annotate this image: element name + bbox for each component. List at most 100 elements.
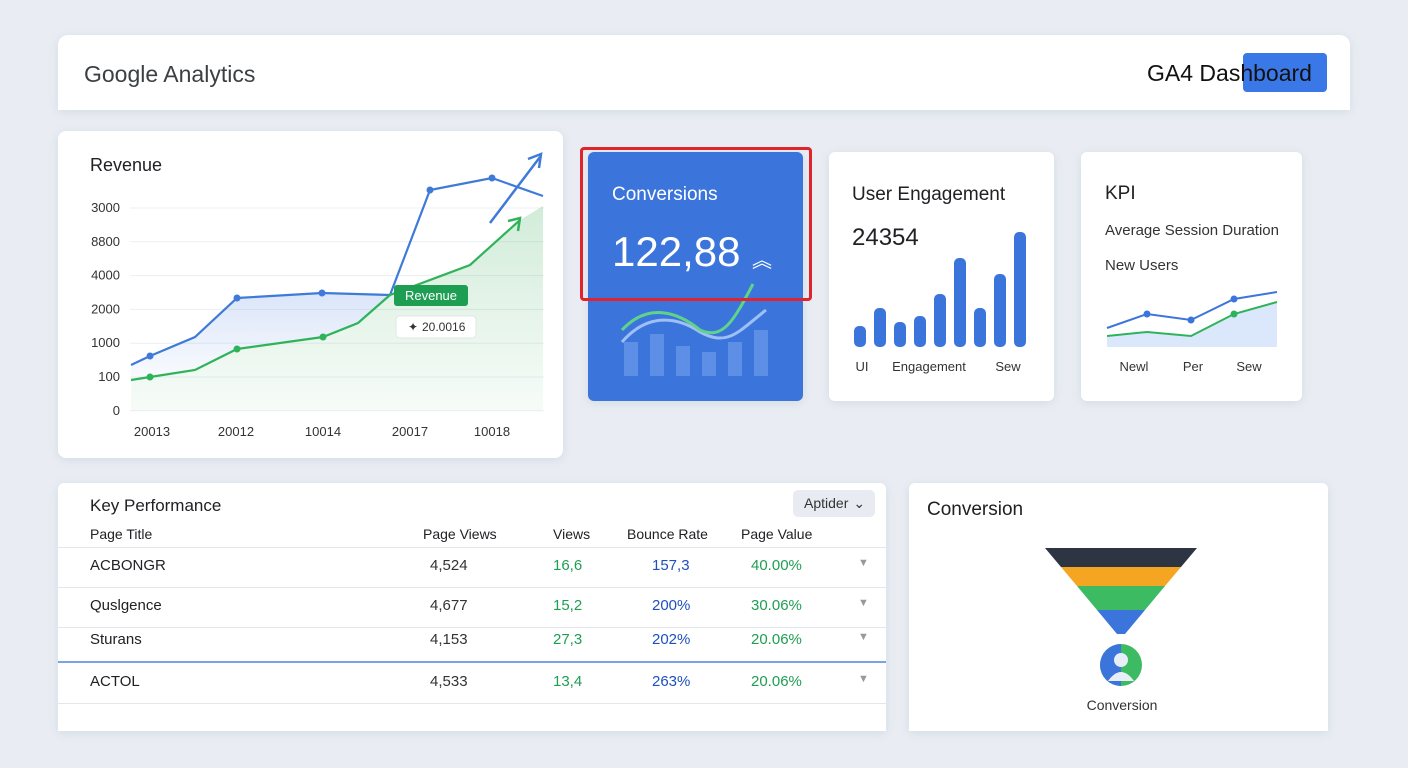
kpi-area <box>1107 302 1277 347</box>
y-tick-label: 8800 <box>91 234 120 249</box>
column-header: Page Value <box>741 526 813 542</box>
card-title: KPI <box>1105 183 1136 204</box>
table-cell: 20.06% <box>751 673 802 690</box>
kpi-card: KPI Average Session Duration New Users N… <box>1081 152 1302 401</box>
deco-bar <box>974 308 986 347</box>
axis-label: Newl <box>1120 359 1149 374</box>
kpi-chart: Newl Per Sew <box>1106 291 1278 374</box>
green-area <box>131 206 543 411</box>
trend-arrow <box>489 156 541 224</box>
deco-bar <box>624 342 638 376</box>
table-cell: 200% <box>652 597 691 614</box>
row-divider <box>58 587 886 588</box>
tooltip-label-bg <box>394 285 468 306</box>
row-divider <box>58 661 886 663</box>
point <box>319 333 327 341</box>
table-cell: ACTOL <box>90 673 140 690</box>
point <box>233 294 241 302</box>
deco-bar <box>954 258 966 347</box>
table-cell: 27,3 <box>553 631 583 648</box>
table-cell: 4,153 <box>430 631 468 648</box>
row-expand[interactable]: ▼ <box>858 597 869 609</box>
trend-arrow-head <box>527 152 543 169</box>
column-header: Views <box>553 526 591 542</box>
y-tick-label: 2000 <box>91 301 120 316</box>
axis-label: Engagement <box>892 359 966 374</box>
card-title: Key Performance <box>90 496 222 515</box>
table-cell: Quslgence <box>90 597 162 614</box>
deco-bar <box>1014 232 1026 347</box>
row-expand[interactable]: ▼ <box>858 673 869 685</box>
point <box>488 174 496 182</box>
avatar-body <box>1108 672 1134 681</box>
axis-label: Sew <box>1236 359 1262 374</box>
point <box>318 289 326 297</box>
table-cell: 4,533 <box>430 673 468 690</box>
table-cell: 4,677 <box>430 597 468 614</box>
table-cell: 15,2 <box>553 597 583 614</box>
conversions-card: Conversions 122,88 ︽ <box>588 152 803 401</box>
title-highlight <box>1243 53 1327 92</box>
row-expand[interactable]: ▼ <box>858 557 869 569</box>
deco-bar <box>934 294 946 347</box>
kpi-item: New Users <box>1105 257 1179 274</box>
filter-dropdown[interactable]: Aptider ⌄ <box>793 490 875 517</box>
deco-bar <box>676 346 690 376</box>
header-bar: Google Analytics GA4 Dashboard <box>58 35 1350 110</box>
funnel-card: Conversion Conversion <box>909 483 1328 731</box>
table-row[interactable] <box>58 547 886 548</box>
row-expand[interactable]: ▼ <box>858 631 869 643</box>
table-row[interactable] <box>58 587 886 588</box>
kpi-value: 24354 <box>852 224 919 251</box>
x-tick-label: 10014 <box>305 424 341 439</box>
column-header: Bounce Rate <box>627 526 708 542</box>
table-row[interactable] <box>58 663 886 664</box>
funnel-layer <box>1045 548 1197 567</box>
table-row[interactable] <box>58 621 886 622</box>
green-arrow-head <box>507 216 522 232</box>
point <box>1230 310 1238 318</box>
deco-bar <box>894 322 906 347</box>
x-tick-label: 20017 <box>392 424 428 439</box>
table-card: Key Performance Aptider ⌄ Page Title Page … <box>58 483 886 731</box>
table-cell: 263% <box>652 673 691 690</box>
table-cell: 4,524 <box>430 557 468 574</box>
tooltip-value-bg <box>395 315 477 339</box>
conversions-decoration <box>620 283 768 376</box>
point <box>146 352 154 360</box>
table-cell: ACBONGR <box>90 557 166 574</box>
deco-bar <box>914 316 926 347</box>
deco-bar <box>702 352 716 376</box>
funnel-chart: Conversion <box>1045 548 1197 713</box>
deco-bar <box>874 308 886 347</box>
chevron: ⌄ <box>853 495 866 511</box>
funnel-layer <box>1097 610 1145 634</box>
trend-icon: ︽ <box>752 250 772 272</box>
point <box>146 373 154 381</box>
axis-label: Per <box>1183 359 1204 374</box>
axis-label: UI <box>856 359 869 374</box>
point <box>1187 316 1195 324</box>
tooltip-value: 20.0016 <box>422 320 466 334</box>
tooltip-label: Revenue <box>405 288 457 303</box>
axis-label: Sew <box>995 359 1021 374</box>
y-tick-label: 3000 <box>91 200 120 215</box>
y-tick-label: 4000 <box>91 268 120 283</box>
row-divider <box>58 703 886 704</box>
table-cell: 16,6 <box>553 557 583 574</box>
row-divider <box>58 547 886 548</box>
avatar-head <box>1114 653 1128 667</box>
deco-bar <box>728 342 742 376</box>
card-title: Conversions <box>612 184 718 205</box>
row-divider <box>58 627 886 628</box>
engagement-card: User Engagement 24354 UI Engagement Sew <box>829 152 1054 401</box>
table-cell: Sturans <box>90 631 142 648</box>
column-header: Page Views <box>423 526 497 542</box>
table-cell: 30.06% <box>751 597 802 614</box>
logo[interactable]: Google Analytics <box>84 61 256 87</box>
column-header: Page Title <box>90 526 153 542</box>
x-tick-label: 10018 <box>474 424 510 439</box>
x-tick-label: 20012 <box>218 424 254 439</box>
funnel-layer <box>1077 586 1165 610</box>
